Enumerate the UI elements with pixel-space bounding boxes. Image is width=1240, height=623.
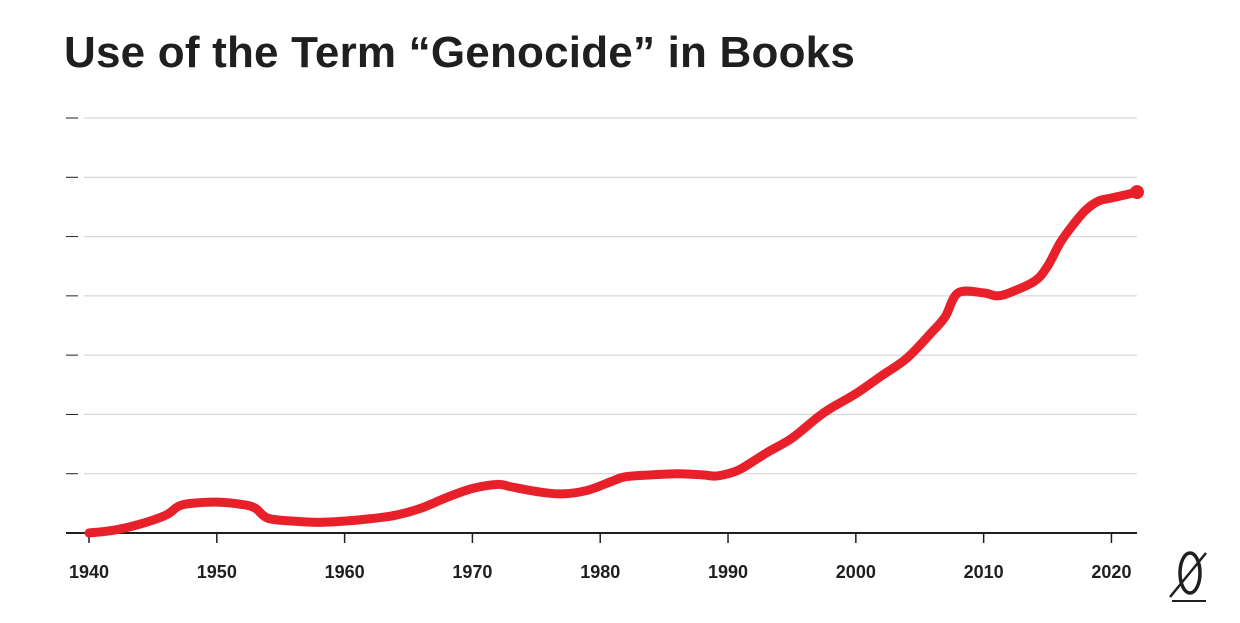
- x-tick-label: 1980: [580, 562, 620, 582]
- x-tick-label: 1950: [197, 562, 237, 582]
- publisher-logo-icon: [1169, 551, 1207, 602]
- chart-title: Use of the Term “Genocide” in Books: [64, 28, 855, 77]
- y-axis-ticks: [66, 117, 78, 475]
- x-axis-labels: 1940 1950 1960 1970 1980 1990 2000 2010 2020: [69, 562, 1131, 582]
- x-tick-label: 2010: [964, 562, 1004, 582]
- x-tick-label: 2000: [836, 562, 876, 582]
- x-tick-label: 1970: [452, 562, 492, 582]
- x-tick-label: 2020: [1091, 562, 1131, 582]
- x-tick-label: 1990: [708, 562, 748, 582]
- series-line: [84, 187, 1142, 538]
- x-tick-label: 1940: [69, 562, 109, 582]
- x-axis-ticks: [88, 533, 1113, 543]
- x-tick-label: 1960: [325, 562, 365, 582]
- series-end-marker: [1130, 185, 1144, 200]
- gridlines: [84, 117, 1137, 475]
